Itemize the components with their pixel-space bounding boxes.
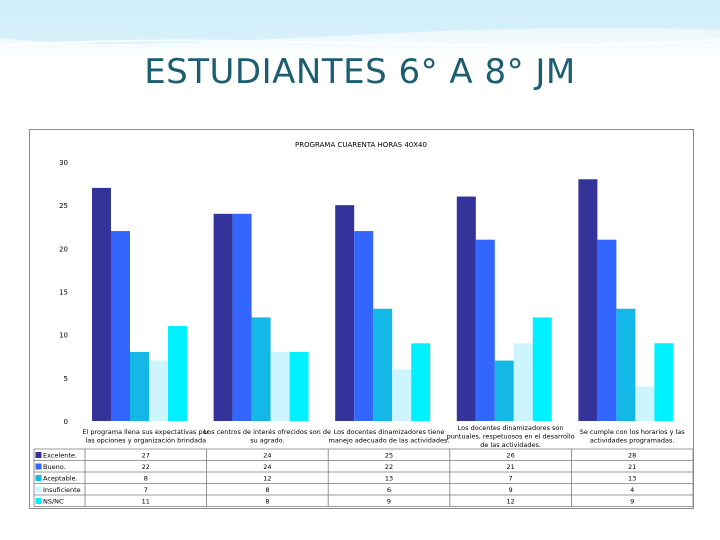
y-tick-label: 5 (64, 375, 68, 383)
bar (251, 317, 271, 421)
legend-label: Excelente. (43, 452, 77, 460)
table-value: 9 (630, 498, 634, 506)
category-label: Los docentes dinamizadores son puntuales,… (447, 424, 575, 449)
category-label-line: actividades programadas. (590, 437, 675, 445)
bar (149, 360, 168, 421)
legend-swatch (35, 475, 42, 481)
table-value: 8 (144, 475, 148, 483)
category-label-line: su agrado. (250, 437, 284, 445)
category-label: Se cumple con los horarios y las activida… (580, 428, 686, 445)
y-tick-label: 15 (59, 289, 68, 297)
category-label: Los docentes dinamizadores tiene manejo a… (329, 428, 450, 445)
bar (475, 239, 495, 421)
legend-swatch (35, 452, 42, 458)
table-value: 22 (385, 463, 393, 471)
slide-title: ESTUDIANTES 6° A 8° JM (144, 52, 576, 92)
bar (335, 205, 355, 421)
category-label: El programa llena sus expectativas por la… (82, 428, 209, 445)
table-value: 27 (142, 452, 150, 460)
table-value: 12 (263, 475, 271, 483)
table-value: 6 (387, 486, 391, 494)
table-value: 13 (628, 475, 636, 483)
legend-label: NS/NC (43, 498, 64, 506)
table-value: 11 (142, 498, 150, 506)
bar (578, 179, 598, 421)
table-value: 4 (630, 486, 634, 494)
category-label-line: Los centros de interés ofrecidos son de (204, 428, 331, 436)
header-decoration (0, 0, 720, 60)
category-label-line: las opciones y organización brindada (85, 437, 206, 445)
table-value: 26 (506, 452, 514, 460)
y-tick-label: 10 (59, 332, 68, 340)
table-value: 7 (144, 486, 148, 494)
category-label: Los centros de interés ofrecidos son de s… (204, 428, 331, 445)
category-label-line: Los docentes dinamizadores tiene (334, 428, 445, 436)
category-label-line: Los docentes dinamizadores son (458, 424, 564, 432)
legend-swatch (35, 498, 42, 504)
chart-frame: PROGRAMA CUARENTA HORAS 40X40 0 5 10 15 20 25 3… (29, 129, 694, 509)
table-value: 24 (263, 452, 271, 460)
bar (232, 213, 252, 421)
table-value: 28 (628, 452, 636, 460)
bar (270, 351, 290, 421)
y-tick-label: 0 (64, 418, 68, 426)
table-value: 9 (509, 486, 513, 494)
legend-label: Insuficiente (43, 486, 81, 494)
table-value: 12 (506, 498, 514, 506)
bar (411, 343, 431, 421)
bar-chart: PROGRAMA CUARENTA HORAS 40X40 0 5 10 15 20 25 3… (33, 141, 693, 507)
table-value: 22 (142, 463, 150, 471)
table-value: 8 (265, 486, 269, 494)
bar (654, 343, 674, 421)
bar (532, 317, 552, 421)
table-value: 21 (506, 463, 514, 471)
y-tick-label: 30 (59, 159, 68, 167)
bar (456, 196, 476, 421)
category-label-line: Se cumple con los horarios y las (580, 428, 686, 436)
wave-decoration (0, 0, 720, 47)
bar (635, 386, 655, 421)
bar (213, 213, 233, 421)
bar (373, 308, 393, 421)
table-value: 13 (385, 475, 393, 483)
y-tick-label: 20 (59, 245, 68, 253)
bar (616, 308, 636, 421)
category-label-line: puntuales, respetuosos en el desarrollo (447, 433, 575, 441)
y-tick-label: 25 (59, 202, 68, 210)
table-value: 24 (263, 463, 271, 471)
chart-title: PROGRAMA CUARENTA HORAS 40X40 (295, 141, 427, 149)
bar (289, 351, 309, 421)
table-value: 25 (385, 452, 393, 460)
table-value: 8 (265, 498, 269, 506)
bar (111, 231, 130, 421)
bar (494, 360, 514, 421)
bar (597, 239, 617, 421)
legend-label: Aceptable. (43, 475, 78, 483)
category-label-line: de las actividades. (480, 441, 541, 449)
bar (92, 187, 111, 421)
legend-label: Bueno. (43, 463, 66, 471)
bar (513, 343, 533, 421)
category-label-line: El programa llena sus expectativas por (82, 428, 209, 436)
bar (354, 231, 374, 421)
bar (392, 369, 412, 421)
table-value: 21 (628, 463, 636, 471)
legend-swatch (35, 486, 42, 493)
bar (130, 351, 149, 421)
table-value: 7 (509, 475, 513, 483)
legend-swatch (35, 463, 42, 470)
category-label-line: manejo adecuado de las actividades. (329, 437, 450, 445)
table-value: 9 (387, 498, 391, 506)
bar (168, 326, 187, 421)
